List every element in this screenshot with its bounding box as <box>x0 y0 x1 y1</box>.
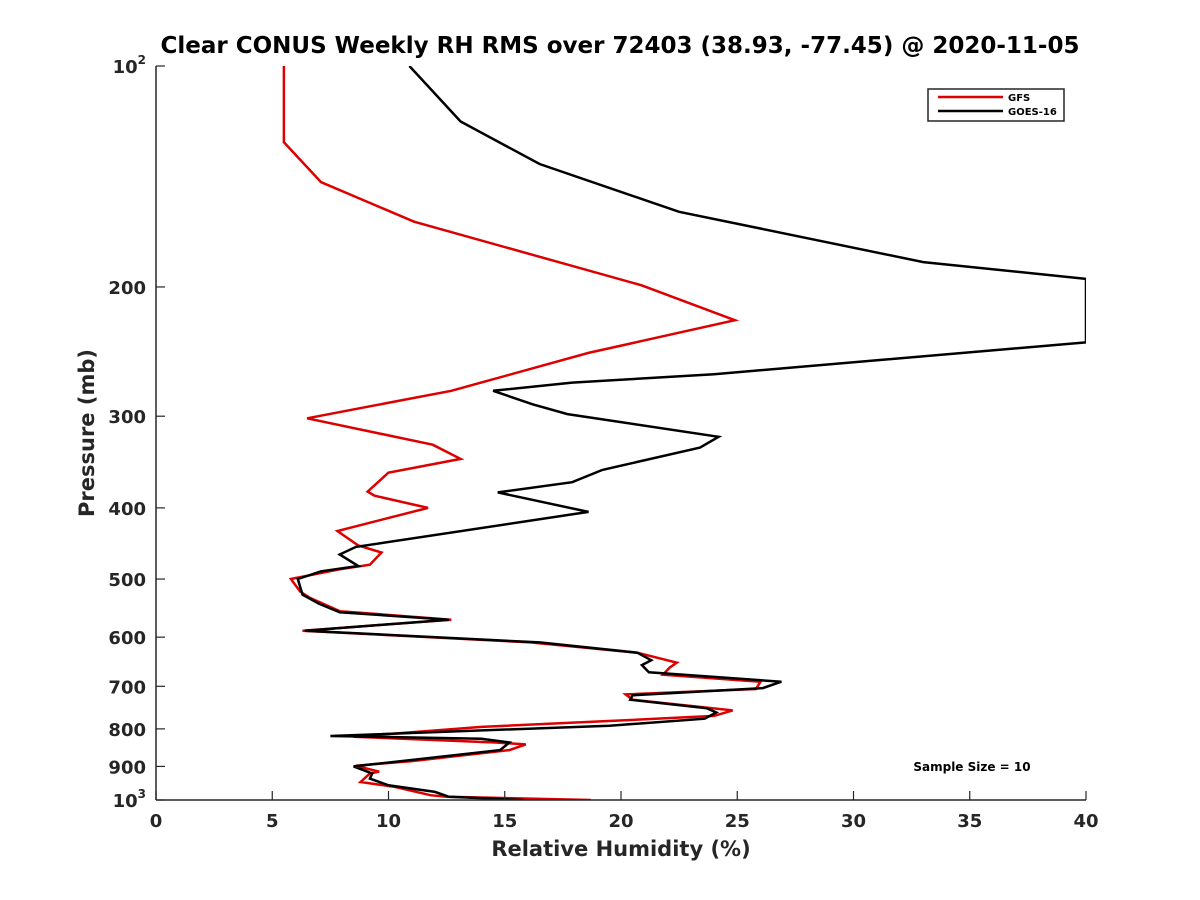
plot-area: 0 5 10 15 20 25 30 35 40 102 200 300 400 500 600 700 800… <box>108 53 1098 832</box>
legend-label-gfs: GFS <box>1008 93 1030 104</box>
y-tick-label: 200 <box>108 278 146 299</box>
x-tick-label: 35 <box>957 811 982 832</box>
x-tick-label: 25 <box>725 811 750 832</box>
y-tick-label: 500 <box>108 570 146 591</box>
sample-size-annotation: Sample Size = 10 <box>913 760 1030 774</box>
x-tick-label: 10 <box>376 811 401 832</box>
x-tick-label: 15 <box>492 811 517 832</box>
legend-label-goes16: GOES-16 <box>1008 107 1057 118</box>
y-tick-label: 800 <box>108 720 146 741</box>
y-axis-label: Pressure (mb) <box>75 349 99 517</box>
y-tick-label: 900 <box>108 757 146 778</box>
x-tick-label: 30 <box>841 811 866 832</box>
y-tick-label: 300 <box>108 407 146 428</box>
y-tick-label: 700 <box>108 677 146 698</box>
y-tick-label: 102 <box>113 53 146 78</box>
y-tick-label: 600 <box>108 628 146 649</box>
x-tick-label: 20 <box>608 811 633 832</box>
x-tick-label: 0 <box>150 811 163 832</box>
y-tick-label: 400 <box>108 499 146 520</box>
legend-box <box>927 88 1065 122</box>
x-tick-label: 40 <box>1073 811 1098 832</box>
x-tick-label: 5 <box>266 811 279 832</box>
x-axis-label: Relative Humidity (%) <box>491 837 750 861</box>
series-line-goes16 <box>296 66 1086 800</box>
y-tick-label: 103 <box>113 787 146 812</box>
chart-title: Clear CONUS Weekly RH RMS over 72403 (38… <box>161 33 1080 59</box>
legend: GFS GOES-16 <box>927 88 1065 122</box>
